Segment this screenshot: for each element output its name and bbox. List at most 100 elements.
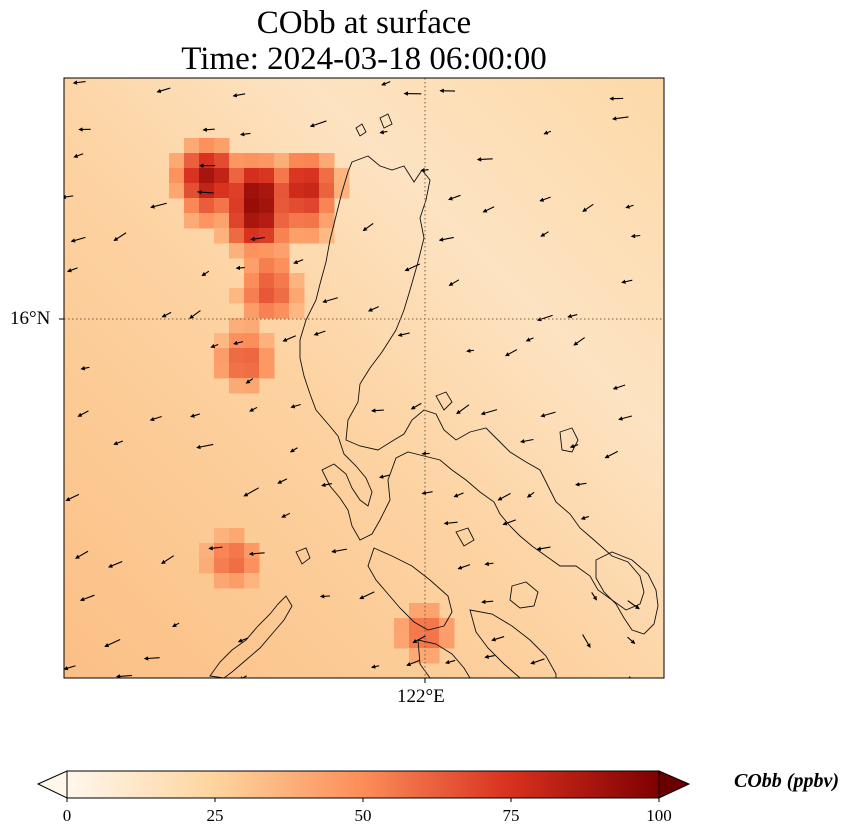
- wind-arrow: [567, 313, 578, 319]
- plume-cell: [319, 153, 335, 169]
- plume-cell: [214, 198, 230, 214]
- plume-cell: [229, 363, 245, 379]
- panay-coastline: [417, 639, 471, 678]
- wind-arrow: [412, 635, 426, 644]
- colorbar-tick-label: 25: [206, 806, 224, 825]
- plume-cell: [214, 558, 230, 574]
- plume-cell: [409, 603, 425, 619]
- wind-arrow: [172, 622, 180, 628]
- plume-cell: [274, 243, 290, 259]
- plume-cell: [244, 153, 260, 169]
- wind-arrow: [313, 330, 326, 336]
- wind-arrow: [202, 127, 215, 132]
- wind-arrow: [484, 654, 495, 659]
- plume-cell: [394, 633, 410, 649]
- plume-cell: [244, 183, 260, 199]
- colorbar-tick-label: 0: [62, 806, 72, 825]
- plume-cell: [274, 183, 290, 199]
- wind-arrow: [64, 665, 76, 671]
- plume-cell: [424, 603, 440, 619]
- wind-arrow: [201, 270, 210, 277]
- plume-cell: [319, 168, 335, 184]
- plume-cell: [244, 348, 260, 364]
- wind-arrow: [72, 80, 86, 85]
- plume-cell: [334, 183, 350, 199]
- wind-arrow: [482, 206, 495, 213]
- plume-cell: [244, 303, 260, 319]
- plume-cell: [244, 573, 260, 589]
- plume-cell: [214, 228, 230, 244]
- wind-arrow: [277, 478, 288, 484]
- wind-arrow: [481, 599, 494, 605]
- wind-arrow: [73, 153, 84, 158]
- plume-cell: [289, 153, 305, 169]
- marinduque-coastline: [455, 527, 475, 547]
- wind-arrow: [397, 332, 410, 337]
- plume-cell: [304, 183, 320, 199]
- plume-cell: [199, 543, 215, 559]
- plume-cell: [319, 228, 335, 244]
- lat-tick-label: 16°N: [10, 308, 51, 329]
- plume-cell: [259, 288, 275, 304]
- plume-cell: [199, 168, 215, 184]
- plume-cell: [244, 243, 260, 259]
- plume-cell: [229, 543, 245, 559]
- plume-cell: [439, 633, 455, 649]
- wind-arrow: [108, 560, 123, 568]
- plume-cell: [244, 228, 260, 244]
- plume-cell: [244, 213, 260, 229]
- colorbar-extend-max: [658, 770, 691, 799]
- wind-arrow: [196, 443, 214, 450]
- plume-cell: [229, 183, 245, 199]
- wind-arrow: [156, 87, 171, 94]
- plume-cell: [229, 333, 245, 349]
- polillo-coastline: [435, 391, 453, 411]
- wind-arrow: [321, 482, 332, 488]
- luzon-coastline: [299, 155, 645, 611]
- wind-arrow: [525, 337, 534, 342]
- wind-arrow: [627, 636, 636, 645]
- colorbar-tick-label: 75: [502, 806, 520, 825]
- plume-cell: [184, 213, 200, 229]
- plume-cell: [289, 168, 305, 184]
- plume-cell: [424, 633, 440, 649]
- plume-cell: [289, 198, 305, 214]
- wind-arrow: [580, 515, 589, 520]
- wind-arrow: [445, 659, 456, 665]
- plume-cell: [244, 543, 260, 559]
- plume-cell: [409, 618, 425, 634]
- wind-arrow: [591, 592, 597, 601]
- wind-arrow: [150, 202, 167, 209]
- wind-arrow: [453, 492, 464, 498]
- plume-cell: [214, 168, 230, 184]
- wind-arrow: [189, 310, 201, 319]
- plume-cell: [304, 168, 320, 184]
- wind-arrow: [456, 404, 470, 415]
- wind-arrow: [243, 487, 259, 497]
- plume-cell: [214, 363, 230, 379]
- plume-cell: [274, 213, 290, 229]
- wind-arrow: [526, 491, 535, 498]
- plume-cell: [229, 228, 245, 244]
- plume-cell: [304, 228, 320, 244]
- coastlines: [209, 113, 659, 678]
- plume-cell: [229, 213, 245, 229]
- wind-arrow: [438, 236, 454, 242]
- plume-cell: [319, 213, 335, 229]
- samar-coastline: [595, 551, 659, 635]
- plume-cell: [259, 213, 275, 229]
- wind-arrow: [630, 233, 641, 239]
- wind-arrow: [457, 564, 471, 570]
- gridlines: [64, 78, 664, 678]
- plume-cell: [229, 198, 245, 214]
- wind-arrow: [250, 236, 265, 242]
- wind-arrow: [190, 413, 200, 418]
- colorbar-label: CObb (ppbv): [734, 770, 839, 792]
- wind-arrow: [289, 447, 298, 453]
- wind-arrow: [290, 403, 301, 409]
- plume-cell: [424, 618, 440, 634]
- plume-cell: [289, 228, 305, 244]
- wind-arrow: [410, 402, 422, 410]
- plume-cell: [214, 528, 230, 544]
- plume-cell: [244, 378, 260, 394]
